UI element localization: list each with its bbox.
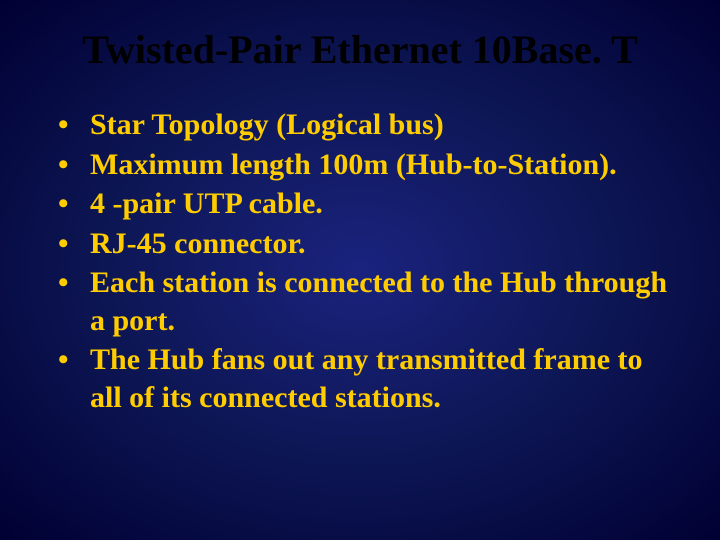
list-item: Maximum length 100m (Hub-to-Station). <box>52 146 680 184</box>
list-item: RJ-45 connector. <box>52 225 680 263</box>
slide: Twisted-Pair Ethernet 10Base. T Star Top… <box>0 0 720 540</box>
list-item: 4 -pair UTP cable. <box>52 185 680 223</box>
slide-title: Twisted-Pair Ethernet 10Base. T <box>40 28 680 72</box>
list-item: Each station is connected to the Hub thr… <box>52 264 680 339</box>
bullet-list: Star Topology (Logical bus) Maximum leng… <box>40 106 680 416</box>
list-item: Star Topology (Logical bus) <box>52 106 680 144</box>
list-item: The Hub fans out any transmitted frame t… <box>52 341 680 416</box>
